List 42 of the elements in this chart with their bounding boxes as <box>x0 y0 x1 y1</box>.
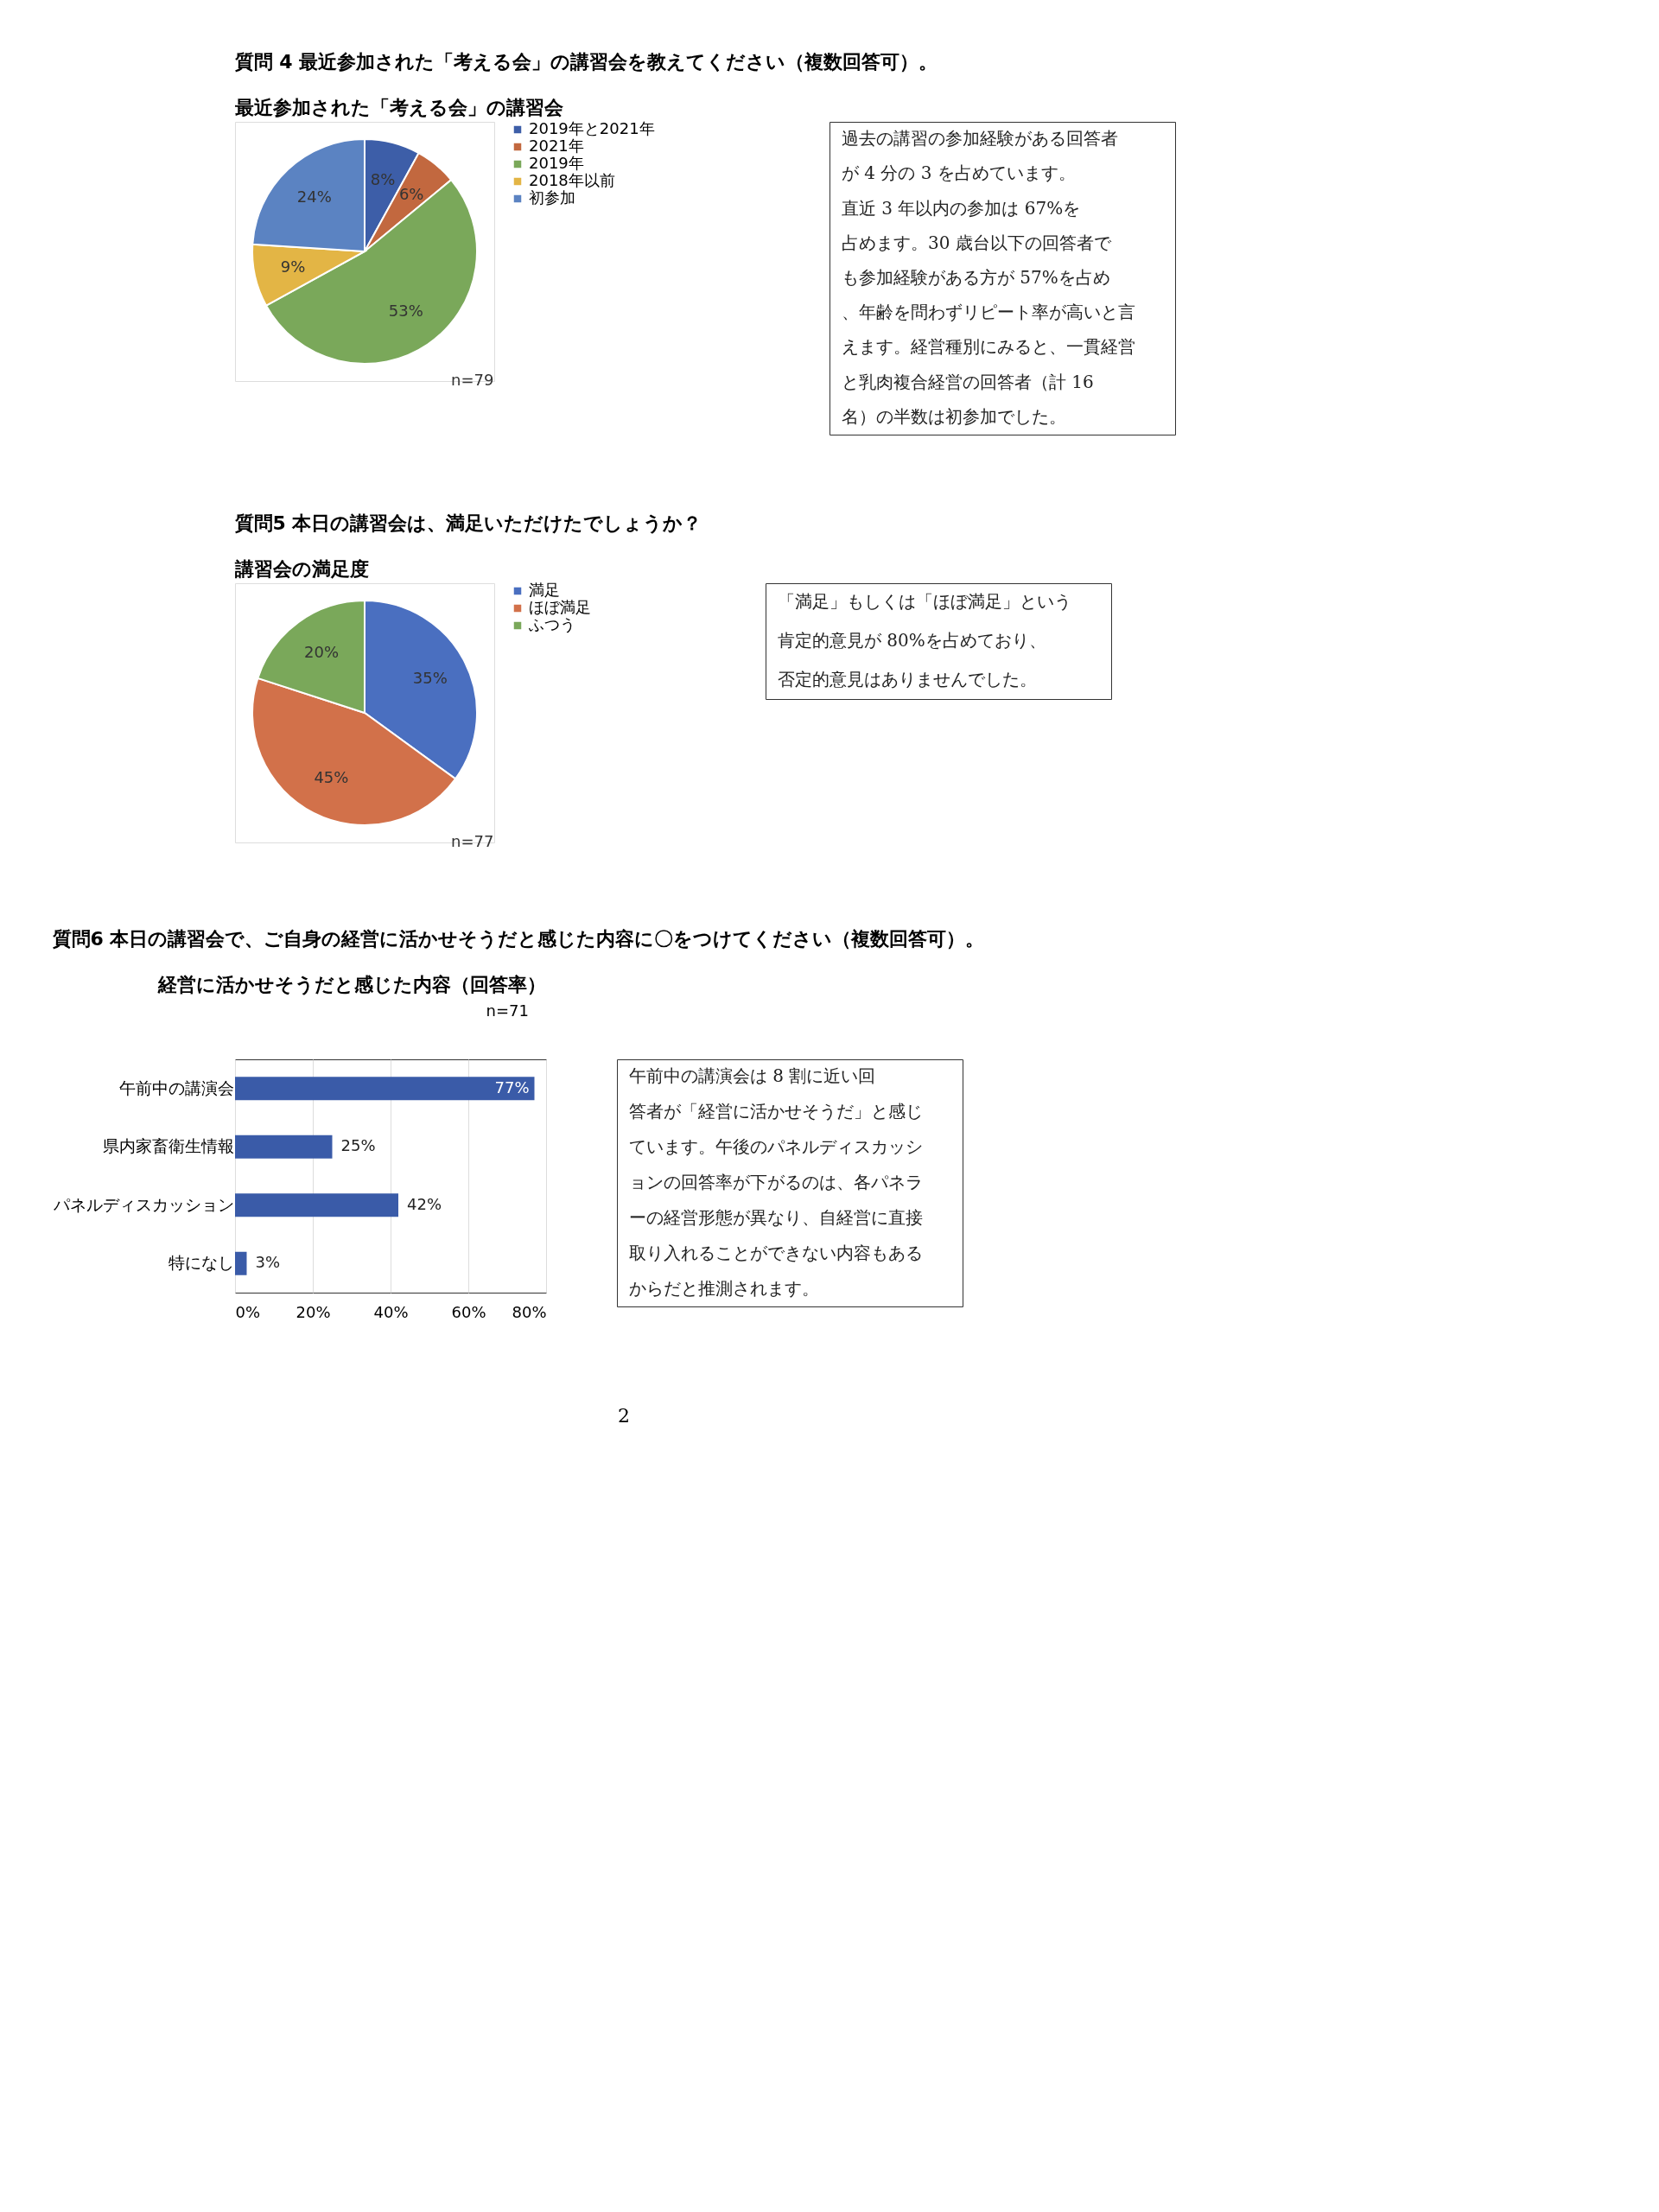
text: 質問 4 最近参加された「考える会」の講習会を教えてください（複数回答可）。 <box>233 50 938 73</box>
data-label: 8% <box>370 169 396 188</box>
text: n=79 <box>451 371 494 389</box>
x-tick-label: 60% <box>451 1302 486 1321</box>
legend-label: 2018年以前 <box>529 171 615 189</box>
data-label: 25% <box>340 1136 376 1155</box>
chart-title: 経営に活かせそうだと感じた内容（回答率） <box>157 974 546 995</box>
text: 過去の講習の参加経験がある回答者が 4 分の 3 を占めています。直近 3 年以内の参加は 67%を占めます。30 歳台以下の回答者でも参加経験がある方が 57%を占め、年齢を問わずリピート率が高いと言えます。経営種別にみると、一貫経営と乳肉複合経営の回答者（計 16 名）の半数は初参加でした。 <box>842 128 1135 427</box>
legend-label: 2019年と2021年 <box>529 119 655 137</box>
data-label: 20% <box>304 643 340 662</box>
legend-label: 初参加 <box>529 188 575 207</box>
text: 質問5 本日の講習会は、満足いただけたでしょうか？ <box>233 512 702 534</box>
text: 質問6 本日の講習会で、ご自身の経営に活かせそうだと感じた内容に〇をつけてください（複数回答可）。 <box>51 927 985 950</box>
data-label: 9% <box>280 257 306 276</box>
y-tick-label: パネルディスカッション <box>52 1194 234 1214</box>
legend-label: ふつう <box>528 615 575 633</box>
x-tick-label: 40% <box>373 1302 409 1321</box>
text: 「満足」もしくは「ほぼ満足」という肯定的意見が 80%を占めており、否定的意見はありませんでした。 <box>778 591 1071 690</box>
text: n=71 <box>486 1001 529 1020</box>
data-label: 45% <box>314 767 349 786</box>
y-tick-label: 県内家畜衛生情報 <box>102 1136 234 1156</box>
data-label: 6% <box>398 184 424 203</box>
chart-title: 講習会の満足度 <box>234 558 369 580</box>
x-tick-label: 80% <box>512 1302 547 1321</box>
legend-label: 2021年 <box>529 137 584 155</box>
text: n=77 <box>451 832 494 850</box>
data-label: 35% <box>412 669 448 688</box>
legend-label: ほぼ満足 <box>529 598 591 616</box>
data-label: 24% <box>296 188 332 207</box>
data-label: 77% <box>494 1077 530 1096</box>
data-label: 53% <box>388 302 423 321</box>
x-tick-label: 20% <box>296 1302 331 1321</box>
text: 2 <box>618 1405 630 1427</box>
data-label: 42% <box>407 1194 442 1213</box>
legend-label: 満足 <box>529 581 560 599</box>
legend-label: 2019年 <box>529 154 584 172</box>
text: 午前中の講演会は 8 割に近い回答者が「経営に活かせそうだ」と感じています。午後のパネルディスカッションの回答率が下がるのは、各パネラーの経営形態が異なり、自経営に直接取り入れることができない内容もあるからだと推測されます。 <box>629 1065 923 1299</box>
x-tick-label: 0% <box>235 1302 261 1321</box>
y-tick-label: 午前中の講演会 <box>118 1077 234 1097</box>
chart-title: 最近参加された「考える会」の講習会 <box>234 97 564 118</box>
y-tick-label: 特になし <box>168 1253 234 1273</box>
data-label: 3% <box>255 1253 281 1272</box>
